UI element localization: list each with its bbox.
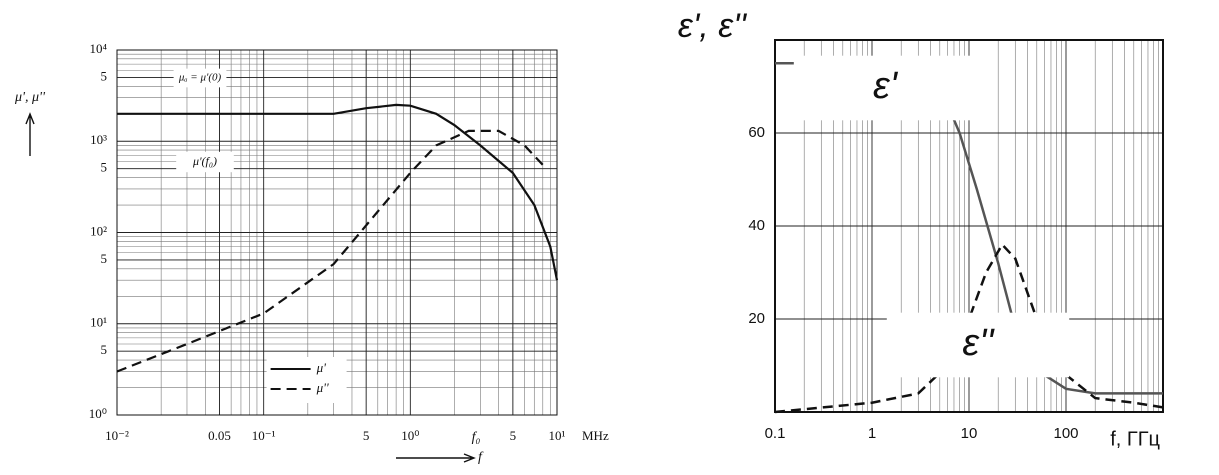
x-tick-label: 5 bbox=[510, 428, 517, 443]
annotation: ε'' bbox=[962, 322, 995, 364]
legend-label: μ'' bbox=[316, 380, 329, 395]
y-tick-label: 10¹ bbox=[90, 315, 107, 330]
y-axis-label: μ', μ'' bbox=[14, 90, 46, 105]
x-tick-label: 10⁻² bbox=[105, 428, 129, 443]
x-tick-label: 10⁰ bbox=[401, 428, 419, 443]
y-tick-label: 5 bbox=[101, 251, 108, 266]
axis-arrow bbox=[396, 453, 476, 463]
series-line bbox=[117, 103, 559, 281]
annotation-bg bbox=[176, 151, 234, 173]
chart: 0.1 1 10 100 20 40 60 ε' ε'' ε', ε'' f, ГГц bbox=[678, 7, 1164, 450]
y-axis-label: ε', ε'' bbox=[678, 7, 748, 45]
y-tick-label: 5 bbox=[101, 342, 108, 357]
chart: 10⁻² 0.05 10⁻¹ 5 10⁰ 5 10¹ 10⁰ 5 10¹ 5 10² 5 10³ 5 10⁴ μ… bbox=[14, 41, 609, 465]
annotation-bg bbox=[886, 312, 1070, 378]
annotation-bg bbox=[173, 68, 227, 88]
y-tick-label: 20 bbox=[748, 310, 765, 327]
legend-box bbox=[266, 357, 347, 403]
series-line bbox=[116, 129, 544, 373]
x-tick-label: 10 bbox=[961, 425, 978, 442]
x-tick-label: 1 bbox=[868, 425, 876, 442]
x-tick-label: 10⁻¹ bbox=[252, 428, 276, 443]
annotation: f₀ bbox=[472, 430, 481, 445]
plot-frame bbox=[774, 39, 1164, 413]
x-axis-unit: f, ГГц bbox=[1110, 428, 1160, 450]
y-tick-label: 10³ bbox=[90, 132, 107, 147]
x-tick-label: 10¹ bbox=[549, 428, 566, 443]
y-tick-label: 40 bbox=[748, 217, 765, 234]
y-tick-label: 5 bbox=[101, 68, 108, 83]
series-line bbox=[774, 242, 1164, 414]
legend-label: μ' bbox=[316, 360, 327, 375]
annotation: ε' bbox=[873, 65, 899, 107]
y-tick-label: 5 bbox=[101, 160, 108, 175]
y-tick-label: 10⁴ bbox=[89, 41, 107, 56]
axis-arrow bbox=[25, 112, 35, 156]
y-tick-label: 10² bbox=[90, 223, 107, 238]
annotation: μ'(f₀) bbox=[192, 154, 217, 168]
x-tick-label: 5 bbox=[363, 428, 370, 443]
plot-frame bbox=[116, 49, 558, 416]
annotation: μₐ = μ'(0) bbox=[178, 72, 222, 84]
x-axis-unit: MHz bbox=[582, 428, 609, 443]
annotation-bg bbox=[793, 55, 977, 121]
y-tick-label: 10⁰ bbox=[89, 406, 107, 421]
x-tick-label: 0.05 bbox=[208, 428, 231, 443]
x-axis-label: f bbox=[478, 450, 484, 465]
x-tick-label: 0.1 bbox=[765, 425, 786, 442]
y-tick-label: 60 bbox=[748, 124, 765, 141]
x-tick-label: 100 bbox=[1053, 425, 1078, 442]
